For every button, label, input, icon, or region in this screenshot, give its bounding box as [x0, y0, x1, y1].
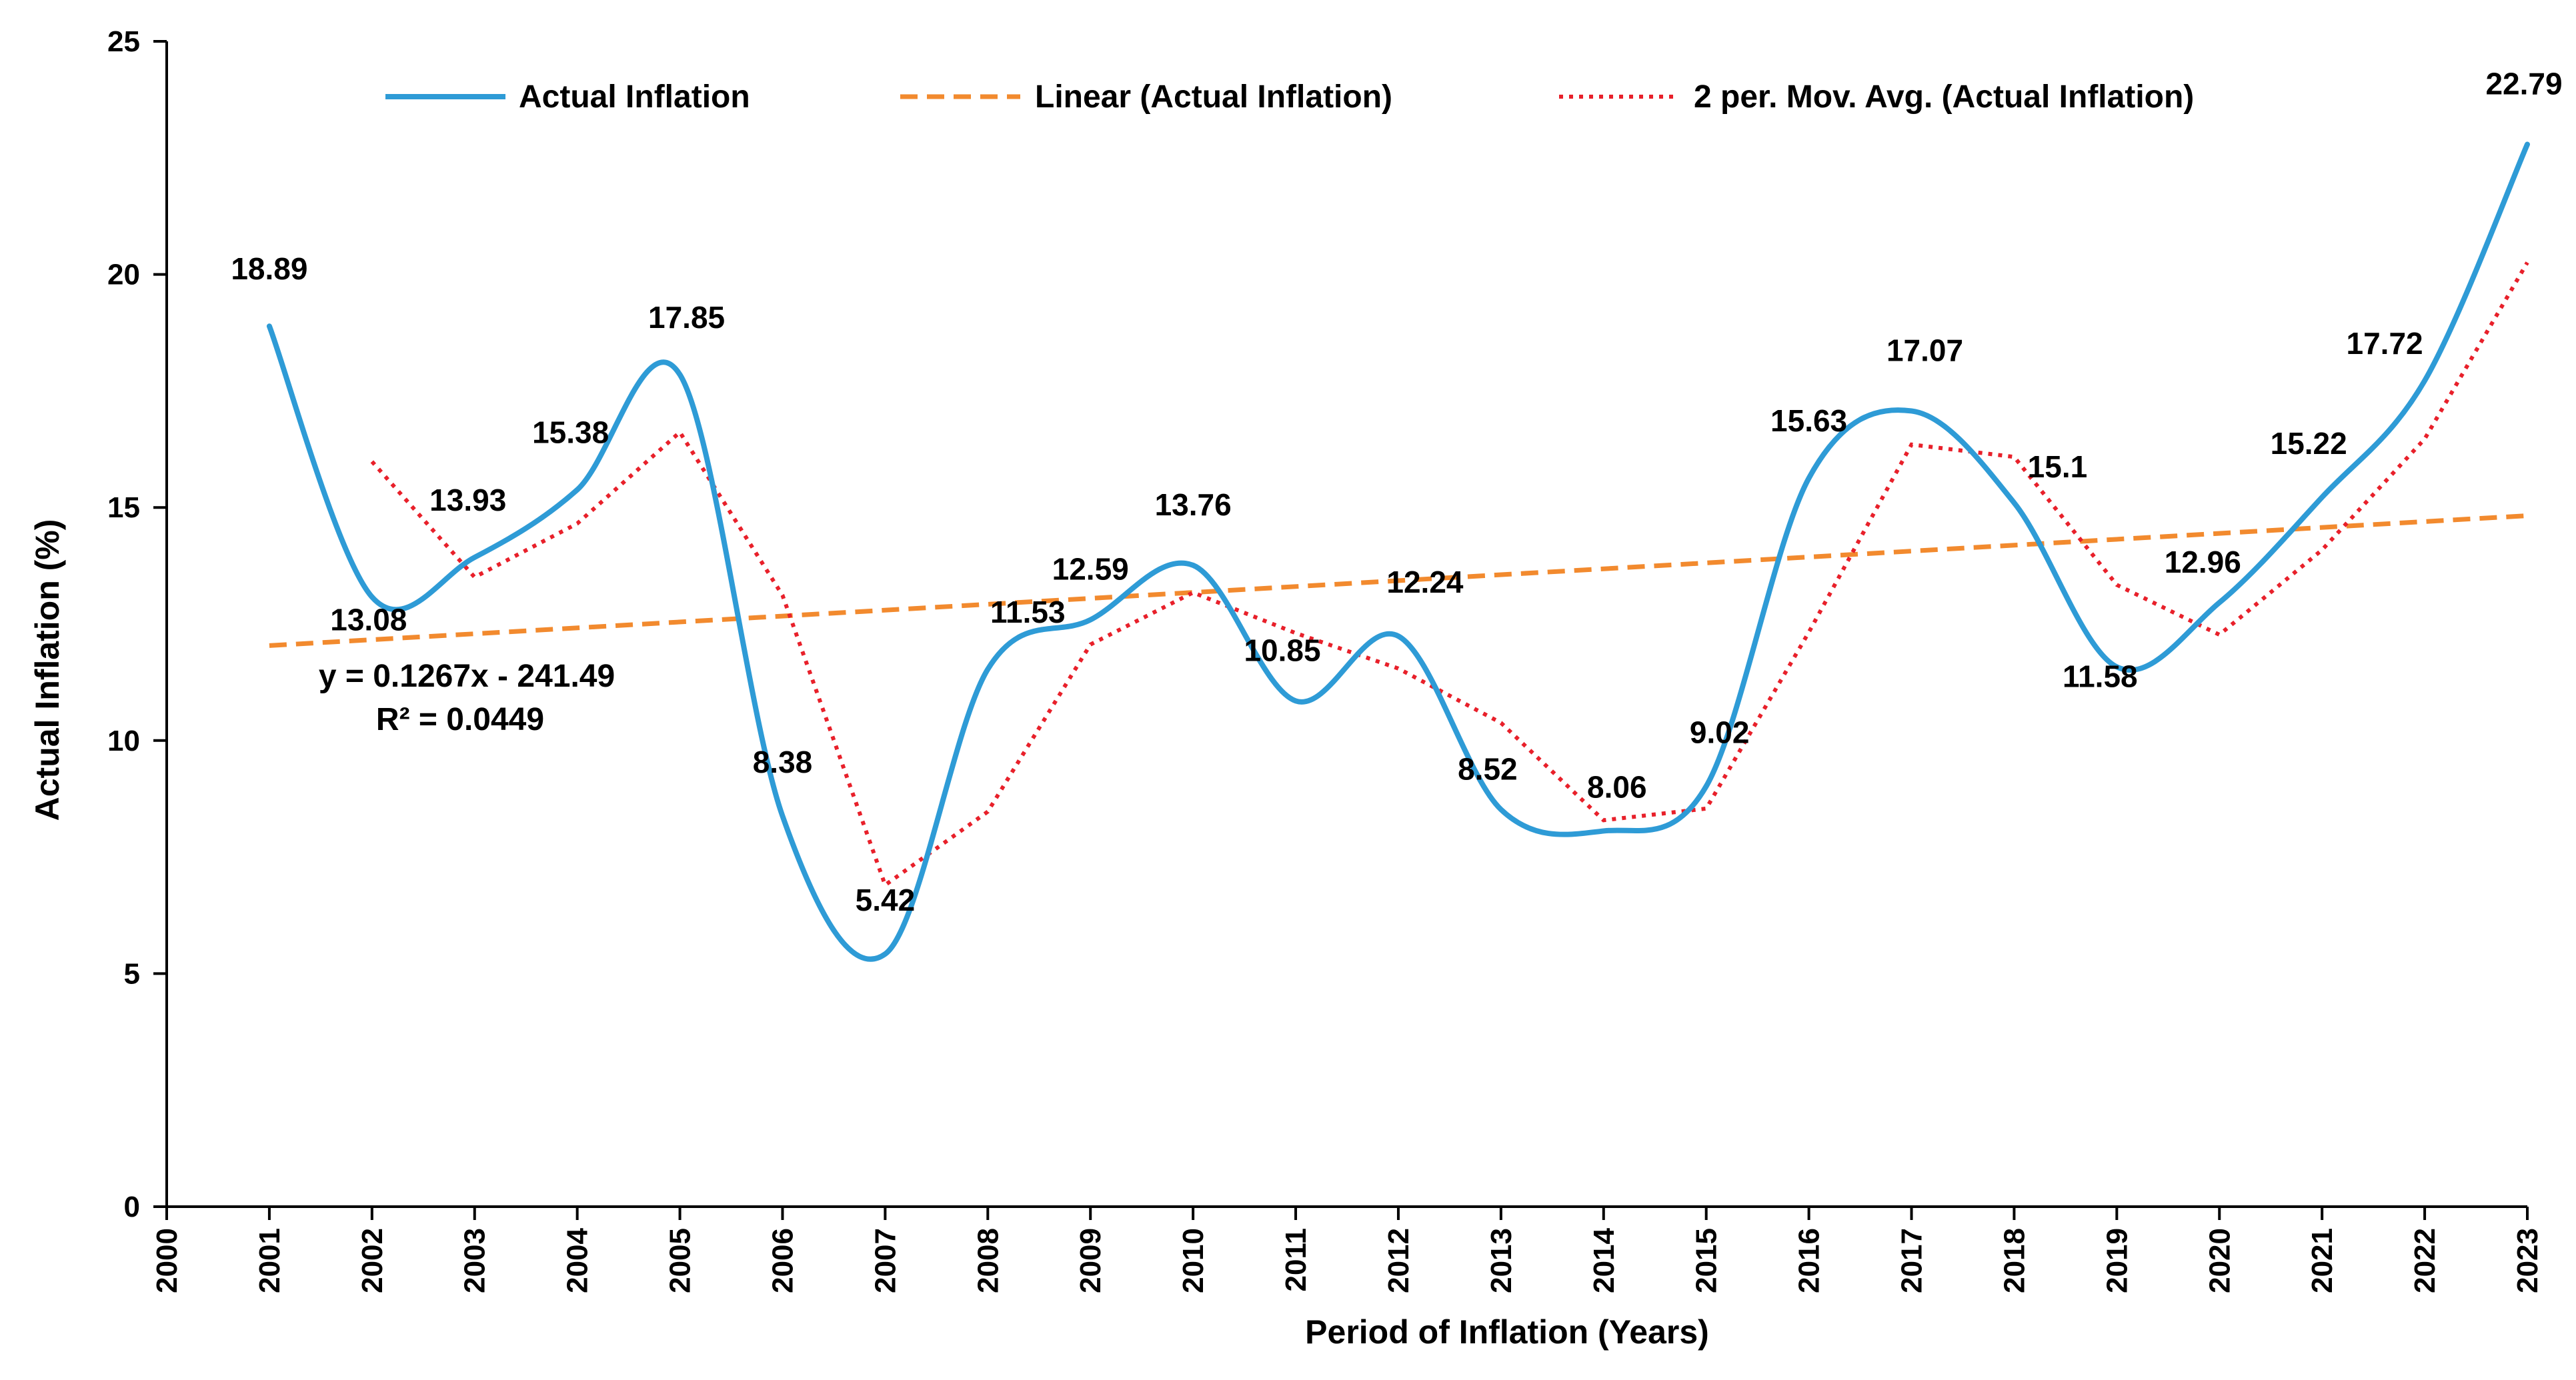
- x-tick-label: 2014: [1588, 1227, 1620, 1293]
- y-tick-label: 5: [124, 957, 140, 990]
- x-tick-label: 2009: [1074, 1228, 1107, 1293]
- data-label: 10.85: [1244, 633, 1320, 667]
- data-label: 15.63: [1770, 403, 1847, 438]
- data-label: 15.38: [532, 415, 609, 450]
- data-labels: 18.89 13.08 13.93 15.38 17.85 8.38 5.42 11.53 12…: [231, 67, 2562, 918]
- x-tick-label: 2001: [253, 1228, 286, 1293]
- legend-label-moving-average: 2 per. Mov. Avg. (Actual Inflation): [1694, 79, 2194, 115]
- x-axis-title: Period of Inflation (Years): [1305, 1313, 1709, 1351]
- data-label: 15.22: [2271, 426, 2347, 461]
- y-axis-title: Actual Inflation (%): [29, 519, 66, 821]
- data-label: 5.42: [856, 883, 916, 917]
- x-tick-label: 2017: [1896, 1228, 1928, 1293]
- y-tick-label: 0: [124, 1191, 140, 1223]
- moving-average-line: [370, 261, 2529, 889]
- data-label: 11.53: [990, 595, 1066, 629]
- data-label: 12.24: [1386, 565, 1464, 599]
- x-tick-label: 2003: [459, 1228, 491, 1293]
- data-label: 12.96: [2165, 545, 2241, 579]
- data-label: 9.02: [1690, 715, 1750, 749]
- data-label: 17.72: [2347, 326, 2423, 361]
- data-label: 8.38: [753, 745, 813, 779]
- data-label: 15.1: [2028, 449, 2088, 484]
- data-label: 8.06: [1587, 769, 1647, 804]
- data-label: 11.58: [2063, 659, 2138, 693]
- x-axis-ticks: 2000 2001 2002 2003 2004 2005 2006 2007 2008 2009…: [151, 1207, 2544, 1293]
- x-tick-label: 2002: [356, 1228, 389, 1293]
- data-label: 22.79: [2485, 67, 2562, 101]
- x-tick-label: 2019: [2101, 1228, 2133, 1293]
- x-tick-label: 2021: [2306, 1228, 2339, 1293]
- data-label: 17.85: [648, 300, 725, 335]
- data-label: 13.93: [429, 483, 506, 517]
- data-label: 12.59: [1052, 552, 1129, 587]
- x-tick-label: 2020: [2203, 1228, 2236, 1293]
- x-tick-label: 2023: [2511, 1228, 2544, 1293]
- legend-label-linear: Linear (Actual Inflation): [1035, 79, 1392, 115]
- x-tick-label: 2006: [766, 1228, 799, 1293]
- x-tick-label: 2013: [1485, 1228, 1518, 1293]
- data-label: 8.52: [1458, 751, 1518, 786]
- y-tick-label: 15: [107, 491, 140, 524]
- x-tick-label: 2018: [1998, 1228, 2031, 1293]
- data-label: 17.07: [1886, 333, 1963, 367]
- x-tick-label: 2022: [2409, 1228, 2441, 1293]
- y-tick-label: 10: [107, 725, 140, 757]
- x-tick-label: 2015: [1690, 1228, 1723, 1293]
- legend: Actual Inflation Linear (Actual Inflatio…: [385, 79, 2194, 115]
- x-tick-label: 2016: [1793, 1228, 1826, 1293]
- x-tick-label: 2012: [1382, 1228, 1415, 1293]
- x-tick-label: 2010: [1177, 1228, 1210, 1293]
- data-label: 13.08: [330, 602, 407, 637]
- legend-label-actual: Actual Inflation: [519, 79, 750, 115]
- actual-inflation-line: [266, 141, 2530, 962]
- x-tick-label: 2007: [869, 1228, 902, 1293]
- linear-trendline: [269, 513, 2528, 648]
- trendline-r-squared: R² = 0.0449: [376, 702, 544, 737]
- x-tick-label: 2008: [972, 1228, 1004, 1293]
- data-label: 18.89: [231, 251, 307, 286]
- trendline-equation: y = 0.1267x - 241.49: [319, 659, 615, 694]
- x-tick-label: 2000: [151, 1228, 183, 1293]
- y-axis-ticks: 0 5 10 15 20 25: [107, 25, 167, 1223]
- x-tick-label: 2005: [664, 1228, 697, 1293]
- x-tick-label: 2004: [561, 1227, 594, 1293]
- y-tick-label: 25: [107, 25, 140, 58]
- data-label: 13.76: [1155, 487, 1232, 522]
- y-tick-label: 20: [107, 259, 140, 291]
- x-tick-label: 2011: [1280, 1228, 1312, 1291]
